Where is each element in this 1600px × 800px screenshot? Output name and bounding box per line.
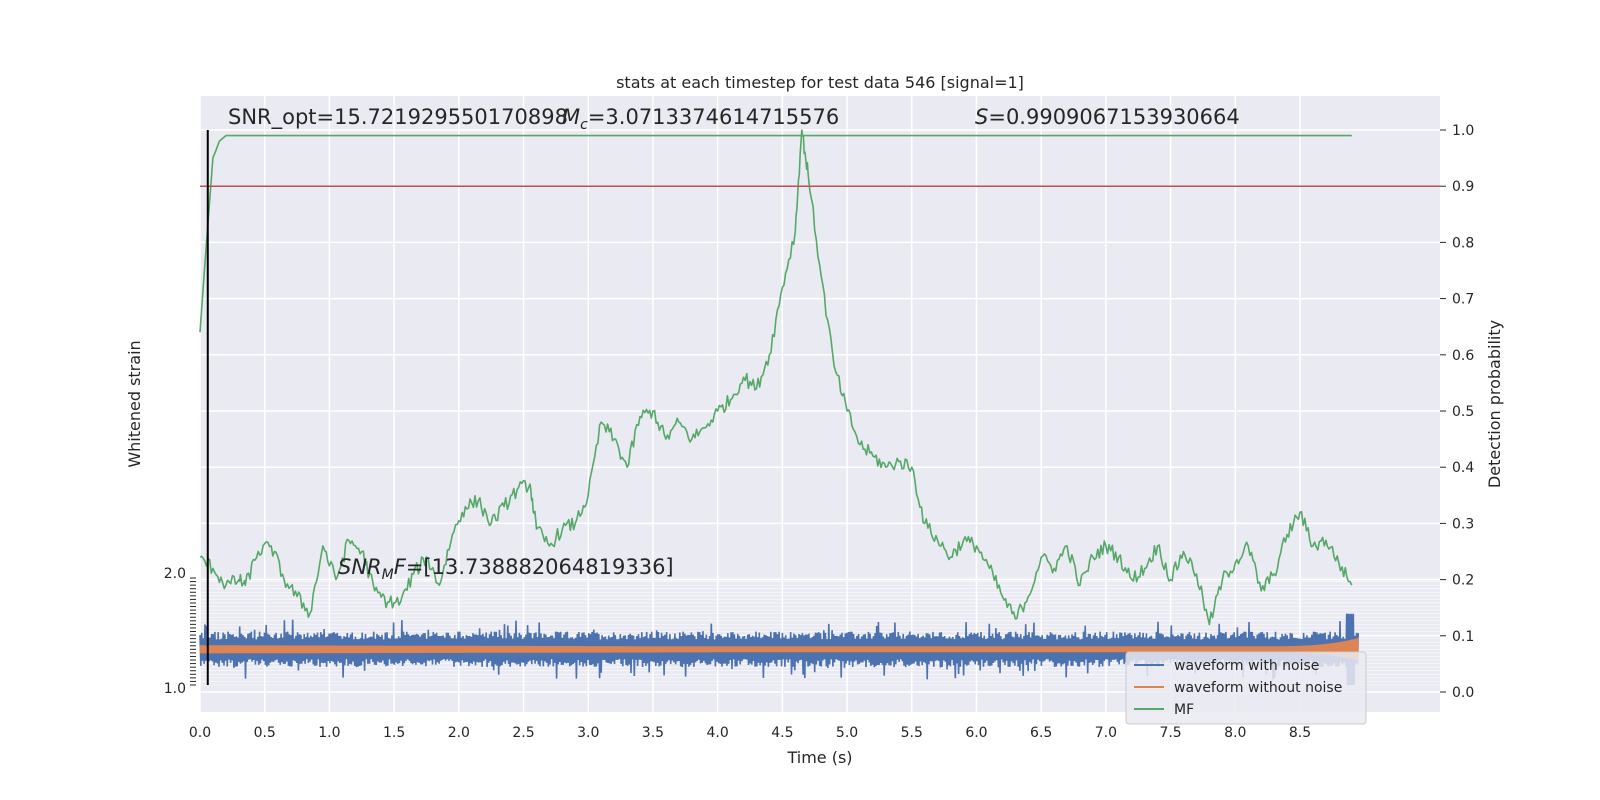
legend-label-noise: waveform with noise xyxy=(1174,658,1319,674)
x-tick-label: 2.0 xyxy=(448,725,470,741)
y-tick-label: 0.3 xyxy=(1452,516,1474,532)
y-tick-label: 0.5 xyxy=(1452,404,1474,420)
y-tick-label: 0.7 xyxy=(1452,292,1474,308)
x-tick-label: 6.0 xyxy=(965,725,987,741)
x-tick-label: 5.5 xyxy=(901,725,923,741)
annotation-mc: Mc=3.0713374614715576 xyxy=(562,105,839,133)
y-tick-label: 0.6 xyxy=(1452,348,1474,364)
mf-series xyxy=(199,129,1353,626)
y-tick-label: 0.8 xyxy=(1452,235,1474,251)
x-tick-label: 1.0 xyxy=(318,725,340,741)
annotation-s: S=0.9909067153930664 xyxy=(975,105,1240,129)
x-axis-label: Time (s) xyxy=(786,748,852,767)
legend-label-mf: MF xyxy=(1174,702,1194,718)
x-tick-label: 0.0 xyxy=(189,725,211,741)
x-tick-labels: 0.0 0.5 1.0 1.5 2.0 2.5 3.0 3.5 4.0 4.5 5.0 5.5 6.0 6… xyxy=(189,725,1311,741)
series-mf-line xyxy=(199,134,1352,333)
x-tick-label: 4.0 xyxy=(707,725,729,741)
x-tick-label: 8.5 xyxy=(1289,725,1311,741)
y-left-tick-bottom: 1.0 xyxy=(164,681,186,697)
annotation-mc-symbol: M xyxy=(562,105,580,129)
annotation-mc-value: =3.0713374614715576 xyxy=(588,105,839,129)
x-tick-label: 7.5 xyxy=(1159,725,1181,741)
y-tick-label: 0.9 xyxy=(1452,179,1474,195)
y-tick-label: 0.4 xyxy=(1452,460,1474,476)
annotation-snr-mf-subscript: M xyxy=(382,567,394,583)
legend: waveform with noise waveform without noi… xyxy=(1125,651,1367,725)
x-tick-label: 2.5 xyxy=(512,725,534,741)
legend-box xyxy=(1125,651,1367,725)
reference-lines xyxy=(200,130,1440,685)
annotation-snr-opt: SNR_opt=15.721929550170898 xyxy=(228,105,568,130)
y-tick-label: 0.1 xyxy=(1452,629,1474,645)
annotation-snr-mf: SNRMF=[13.738882064819336] xyxy=(338,555,674,583)
y-left-tick-top: 2.0 xyxy=(164,566,186,582)
y-tick-label: 0.0 xyxy=(1452,685,1474,701)
x-tick-label: 8.0 xyxy=(1224,725,1246,741)
legend-label-clean: waveform without noise xyxy=(1174,680,1342,696)
plot-area xyxy=(200,96,1440,712)
x-tick-label: 6.5 xyxy=(1030,725,1052,741)
y-axis-label-right: Detection probability xyxy=(1485,320,1504,488)
annotation-s-symbol: S xyxy=(975,105,988,129)
left-axis-ticks xyxy=(190,577,196,686)
annotation-snr-mf-value: =[13.738882064819336] xyxy=(406,555,674,579)
annotation-mc-subscript: c xyxy=(580,117,588,133)
annotation-snr-mf-symbol: SNR xyxy=(338,555,382,579)
series-mf-noisy-line xyxy=(199,129,1353,626)
annotation-snr-mf-f: F xyxy=(394,555,407,579)
x-tick-label: 7.0 xyxy=(1095,725,1117,741)
y-tick-label: 0.2 xyxy=(1452,573,1474,589)
x-tick-label: 3.5 xyxy=(642,725,664,741)
x-tick-label: 1.5 xyxy=(383,725,405,741)
x-tick-label: 0.5 xyxy=(254,725,276,741)
y-right-tick-labels: 0.0 0.1 0.2 0.3 0.4 0.5 0.6 0.7 0.8 0.9 1.0 xyxy=(1440,123,1474,701)
annotation-s-value: =0.9909067153930664 xyxy=(988,105,1239,129)
x-tick-label: 4.5 xyxy=(771,725,793,741)
y-axis-label-left: Whitened strain xyxy=(125,340,144,467)
chart-title: stats at each timestep for test data 546… xyxy=(616,73,1024,92)
x-tick-label: 5.0 xyxy=(836,725,858,741)
x-tick-label: 3.0 xyxy=(577,725,599,741)
y-tick-label: 1.0 xyxy=(1452,123,1474,139)
